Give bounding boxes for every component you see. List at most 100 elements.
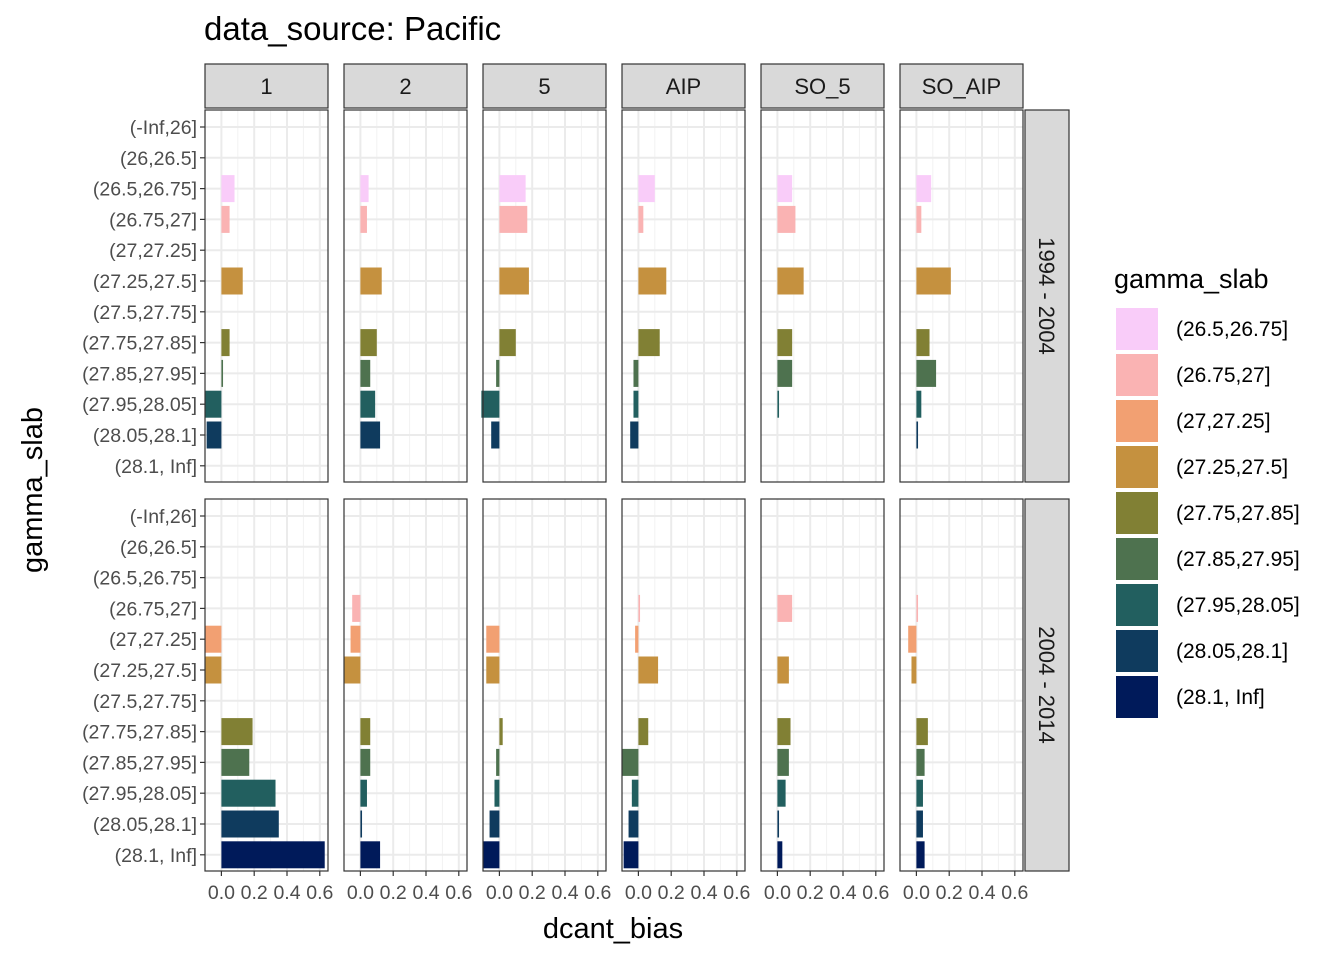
bar xyxy=(628,810,639,838)
panel-background xyxy=(900,110,1023,482)
panel-background xyxy=(622,499,745,871)
bar xyxy=(499,175,526,203)
bar xyxy=(360,267,382,295)
y-tick-label: (27.95,28.05] xyxy=(82,394,197,416)
legend-label: (27.75,27.85] xyxy=(1176,502,1300,525)
y-tick-label: (-Inf,26] xyxy=(130,506,197,528)
row-strip-label: 1994 - 2004 xyxy=(1034,237,1059,354)
bar xyxy=(494,779,500,807)
x-tick-label: 0.2 xyxy=(380,882,407,904)
bar xyxy=(205,390,222,418)
bar xyxy=(777,390,780,418)
y-tick-label: (26,26.5] xyxy=(120,537,197,559)
bar xyxy=(206,421,222,449)
panel-border xyxy=(204,498,329,872)
bar xyxy=(916,841,925,869)
bar xyxy=(221,748,250,776)
bar xyxy=(916,779,923,807)
y-tick-label: (28.05,28.1] xyxy=(93,425,197,447)
x-tick-label: 0.0 xyxy=(347,882,374,904)
bar xyxy=(499,718,503,746)
bar xyxy=(496,359,500,387)
y-tick-label: (27,27.25] xyxy=(109,240,197,262)
panel-border xyxy=(760,498,885,872)
x-tick-label: 0.4 xyxy=(690,882,717,904)
bar xyxy=(221,267,243,295)
x-tick-label: 0.6 xyxy=(306,882,333,904)
panel-border xyxy=(343,498,468,872)
legend-swatch xyxy=(1116,492,1158,534)
y-tick-label: (27.95,28.05] xyxy=(82,783,197,805)
y-tick-label: (28.1, Inf] xyxy=(115,456,197,478)
legend-swatch xyxy=(1116,446,1158,488)
x-axis-label: dcant_bias xyxy=(543,913,683,945)
bar xyxy=(777,594,793,622)
bar xyxy=(360,421,381,449)
bar xyxy=(777,779,786,807)
y-tick-label: (28.1, Inf] xyxy=(115,845,197,867)
panel-5-row-1 xyxy=(481,109,607,483)
panel-background xyxy=(205,499,328,871)
x-tick-label: 0.4 xyxy=(273,882,300,904)
y-tick-label: (26,26.5] xyxy=(120,148,197,170)
panel-border xyxy=(482,498,607,872)
bar xyxy=(623,841,639,869)
bar xyxy=(916,810,923,838)
y-tick-label: (26.75,27] xyxy=(109,209,197,231)
bar xyxy=(499,205,528,233)
bar xyxy=(777,748,789,776)
legend-label: (26.75,27] xyxy=(1176,364,1271,387)
panel-border xyxy=(482,109,607,483)
facet-strip-label: AIP xyxy=(666,74,701,99)
legend-label: (27.85,27.95] xyxy=(1176,548,1300,571)
bar xyxy=(638,205,644,233)
panel-1-row-1 xyxy=(204,109,329,483)
panel-background xyxy=(761,110,884,482)
bar xyxy=(221,175,235,203)
legend-label: (28.05,28.1] xyxy=(1176,640,1288,663)
row-strip-2 xyxy=(1024,498,1070,872)
bar xyxy=(633,390,639,418)
legend-swatch xyxy=(1116,630,1158,672)
legend-swatch xyxy=(1116,354,1158,396)
bar xyxy=(360,359,371,387)
bar xyxy=(777,267,804,295)
x-tick-label: 0.0 xyxy=(208,882,235,904)
bar xyxy=(638,175,655,203)
bar xyxy=(777,841,783,869)
bar xyxy=(911,656,917,684)
x-tick-label: 0.2 xyxy=(658,882,685,904)
panel-border xyxy=(760,109,885,483)
x-tick-label: 0.0 xyxy=(486,882,513,904)
bar xyxy=(635,625,639,653)
y-tick-label: (27.85,27.95] xyxy=(82,752,197,774)
bar xyxy=(360,841,381,869)
legend-swatch xyxy=(1116,400,1158,442)
panel-background xyxy=(622,110,745,482)
bar xyxy=(638,594,641,622)
bar xyxy=(638,267,667,295)
y-tick-label: (27.75,27.85] xyxy=(82,722,197,744)
x-tick-label: 0.2 xyxy=(797,882,824,904)
legend-title: gamma_slab xyxy=(1114,264,1269,294)
x-tick-label: 0.0 xyxy=(764,882,791,904)
y-tick-label: (27.5,27.75] xyxy=(93,302,197,324)
bar xyxy=(491,421,500,449)
bar xyxy=(916,421,919,449)
x-tick-label: 0.6 xyxy=(723,882,750,904)
y-tick-label: (-Inf,26] xyxy=(130,117,197,139)
bar xyxy=(638,329,660,357)
bar xyxy=(631,779,639,807)
bar xyxy=(221,841,325,869)
legend-label: (27,27.25] xyxy=(1176,410,1271,433)
bar xyxy=(221,718,253,746)
panel-2-row-2 xyxy=(343,498,468,872)
x-tick-label: 0.0 xyxy=(625,882,652,904)
bar xyxy=(489,810,500,838)
x-tick-label: 0.2 xyxy=(519,882,546,904)
bar xyxy=(483,841,500,869)
bar xyxy=(205,656,222,684)
panels-group: 1 2 5 AIP SO_5 SO_AIP 1994 - 2004 2004 - 2014 (-… xyxy=(82,63,1070,904)
facet-strip-label: 2 xyxy=(399,74,411,99)
panel-5-row-2 xyxy=(482,498,607,872)
